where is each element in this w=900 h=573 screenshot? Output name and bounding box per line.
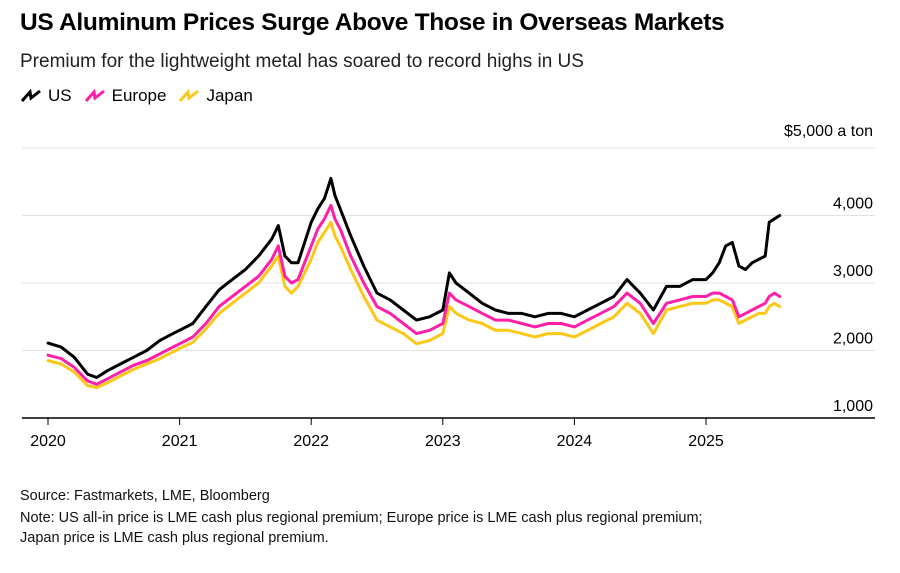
chart-subtitle: Premium for the lightweight metal has so… [20,51,584,72]
legend-item-europe: Europe [84,86,167,106]
y-tick-label-4000: 4,000 [833,196,873,213]
x-tick-label-2024: 2024 [557,433,593,450]
legend-label-europe: Europe [111,86,167,105]
chart-title: US Aluminum Prices Surge Above Those in … [20,9,725,36]
x-tick-label-2022: 2022 [293,433,329,450]
legend-label-japan: Japan [206,86,253,105]
source-note: Source: Fastmarkets, LME, Bloomberg [20,488,270,504]
footnote: Note: US all-in price is LME cash plus r… [20,510,703,546]
legend-swatch-japan [179,89,200,102]
line-chart: $5,000 a ton 1,000 2,000 3,000 4,000 2020 2021… [22,123,875,450]
series-line-japan [46,220,782,390]
legend-label-us: US [48,86,72,105]
x-tick-label-2023: 2023 [425,433,461,450]
legend: US Europe Japan [20,86,265,106]
series-line-europe [46,203,782,386]
x-tick-label-2021: 2021 [162,433,198,450]
legend-item-japan: Japan [178,86,253,106]
legend-line-europe [84,89,105,102]
x-tick-label-2020: 2020 [30,433,66,450]
y-tick-label-3000: 3,000 [833,263,873,280]
legend-swatch-europe [84,89,105,102]
y-axis-unit-label: $5,000 a ton [784,123,873,140]
y-tick-label-2000: 2,000 [833,331,873,348]
legend-line-japan [179,89,200,102]
legend-line-us [20,89,41,102]
legend-swatch-us [20,89,41,102]
x-tick-label-2025: 2025 [688,433,724,450]
series-line-us [46,176,782,379]
legend-item-us: US [20,86,72,106]
y-tick-label-1000: 1,000 [833,398,873,415]
